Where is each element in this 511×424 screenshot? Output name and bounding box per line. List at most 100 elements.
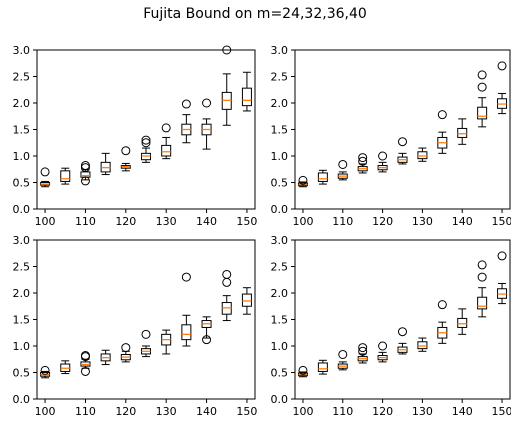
box-120 [120,343,131,363]
box-body [477,106,488,120]
box-145 [221,45,232,126]
x-tick-label: 110 [75,215,96,228]
x-tick-label: 150 [492,405,511,418]
x-tick-label: 100 [292,215,313,228]
y-tick-label: 0.5 [13,177,31,190]
flier [141,138,151,148]
flier [121,343,131,353]
box-120 [377,151,388,173]
flier [40,167,50,177]
flier [437,300,447,310]
box-135 [181,272,192,347]
axes-frame [294,239,511,400]
flier [202,98,212,108]
y-tick-label: 1.0 [13,150,31,163]
box-125 [141,135,151,163]
x-tick-label: 140 [452,215,473,228]
box-130 [161,329,172,355]
y-tick-label: 0.5 [271,177,289,190]
box-140 [201,316,212,345]
box-125 [141,329,151,358]
x-tick-label: 100 [292,405,313,418]
axes-frame [294,49,511,210]
y-tick-label: 3.0 [13,234,31,247]
flier [378,341,388,351]
y-tick-label: 3.0 [13,44,31,57]
y-tick-label: 2.5 [271,261,289,274]
flier [298,365,308,375]
y-tick-label: 1.5 [271,314,289,327]
flier [338,349,348,359]
x-tick-label: 140 [196,405,217,418]
box-135 [437,300,448,344]
y-tick-label: 0.0 [13,203,31,216]
flier [378,151,388,161]
flier [222,277,232,287]
box-140 [201,98,212,150]
y-tick-label: 3.0 [271,44,289,57]
box-body [241,293,252,307]
box-120 [377,341,388,363]
box-105 [317,169,328,185]
flier [477,70,487,80]
box-100 [297,365,308,378]
box-body [80,171,91,178]
box-115 [357,153,368,174]
flier [358,346,368,356]
x-tick-label: 140 [196,215,217,228]
box-body [181,324,192,341]
y-tick-label: 0.5 [13,367,31,380]
x-tick-label: 120 [115,215,136,228]
box-150 [241,287,252,315]
flier [141,135,151,145]
flier [358,343,368,353]
box-105 [317,359,328,375]
x-tick-label: 120 [372,215,393,228]
x-tick-label: 130 [412,215,433,228]
box-120 [120,146,131,172]
y-tick-label: 2.5 [13,261,31,274]
flier [121,146,131,156]
flier [161,123,171,133]
x-tick-label: 120 [115,405,136,418]
box-body [417,341,428,350]
box-body [317,362,328,372]
box-body [317,172,328,182]
box-145 [221,269,232,322]
y-tick-label: 0.0 [13,393,31,406]
box-145 [477,70,488,128]
box-115 [357,343,368,364]
x-tick-label: 130 [156,405,177,418]
box-135 [437,110,448,154]
flier [398,327,407,337]
flier [181,272,191,282]
box-105 [60,360,71,375]
y-tick-label: 2.0 [13,97,31,110]
x-tick-label: 130 [412,405,433,418]
flier [80,161,90,171]
axes-frame [36,239,256,400]
box-125 [397,137,408,165]
flier [338,159,348,169]
flier [202,335,212,345]
y-tick-label: 3.0 [271,234,289,247]
box-body [161,144,172,157]
flier [141,329,151,339]
flier [477,260,487,270]
flier [80,163,90,173]
flier [80,352,90,362]
y-tick-label: 0.0 [271,393,289,406]
y-tick-label: 0.0 [271,203,289,216]
flier [477,82,487,92]
box-100 [40,167,51,188]
flier [398,137,407,147]
box-body [241,87,252,107]
box-150 [241,71,252,112]
x-tick-label: 110 [332,215,353,228]
box-110 [80,161,91,186]
y-tick-label: 1.5 [271,124,289,137]
box-body [417,151,428,160]
subplot-3: 0.0 0.5 1.0 1.5 2.0 2.5 3.0 100 110 120 130 140 150 [13,234,258,418]
box-130 [161,123,172,160]
